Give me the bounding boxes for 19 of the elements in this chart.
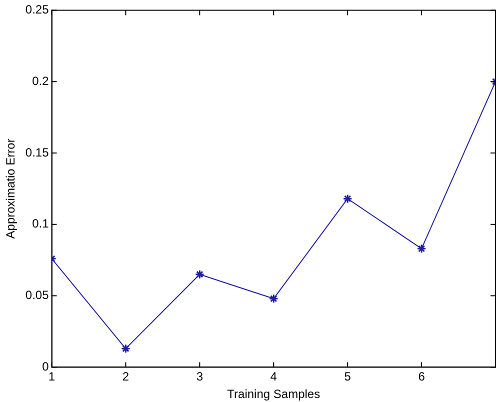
y-tick-label: 0.25: [25, 2, 50, 17]
x-tick-label: 1: [48, 370, 56, 384]
y-tick-label: 0.1: [32, 216, 50, 231]
x-tick-label: 6: [418, 370, 426, 384]
x-tick-label: 5: [344, 370, 352, 384]
y-tick-label: 0.15: [25, 145, 50, 160]
x-tick-label: 4: [270, 370, 278, 384]
x-tick-label: 2: [122, 370, 130, 384]
point: [268, 294, 278, 304]
point: [416, 244, 426, 254]
y-tick-label: 0.2: [32, 74, 50, 88]
point: [342, 194, 352, 204]
point: [194, 270, 204, 280]
point: [120, 344, 130, 354]
y-axis-title: Approximatio Error: [4, 138, 18, 239]
x-tick-label: 3: [196, 370, 204, 384]
y-tick-label: 0: [42, 360, 50, 374]
x-axis-title: Training Samples: [227, 387, 320, 402]
y-tick-label: 0.05: [25, 288, 50, 302]
